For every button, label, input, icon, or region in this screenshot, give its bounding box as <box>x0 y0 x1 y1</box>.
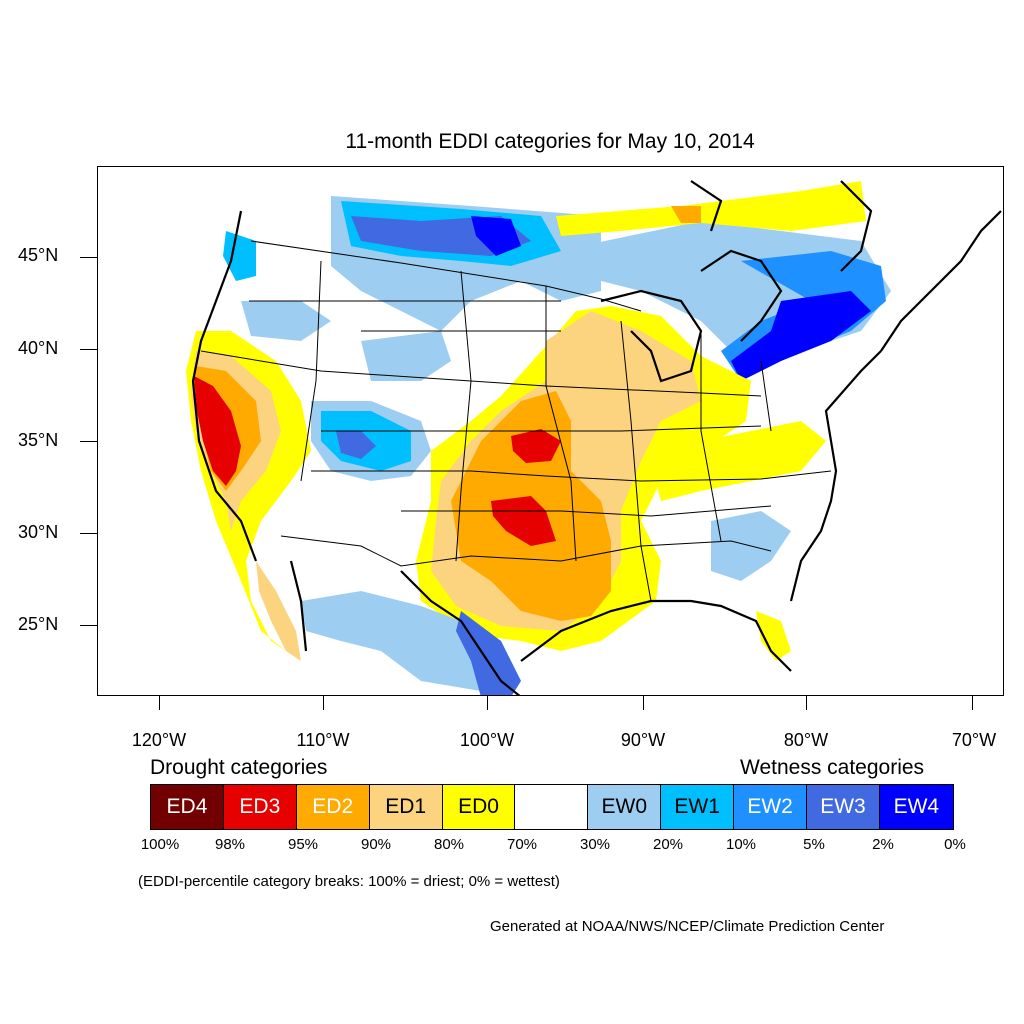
percentile-label: 0% <box>944 836 966 853</box>
percentile-label: 30% <box>579 836 611 853</box>
percentile-label: 80% <box>433 836 465 853</box>
percentile-label: 100% <box>140 836 180 853</box>
dry-region-canada-north <box>556 181 866 236</box>
y-tick-30n <box>80 533 97 534</box>
legend-box-ew4: EW4 <box>879 785 953 829</box>
x-tick-label-80w: 80°W <box>783 730 829 750</box>
wet-region-northeast-ew4 <box>731 291 871 381</box>
percentile-label: 20% <box>652 836 684 853</box>
wet-region-colorado-ew0 <box>361 331 451 381</box>
map-canvas <box>186 180 1002 695</box>
dry-region-oklahoma-ed3 <box>491 496 556 546</box>
percentile-label: 10% <box>725 836 757 853</box>
wetness-categories-title: Wetness categories <box>740 756 925 779</box>
credit-line: Generated at NOAA/NWS/NCEP/Climate Predi… <box>490 918 885 935</box>
x-tick-label-120w: 120°W <box>131 730 187 750</box>
percentile-label: 98% <box>214 836 246 853</box>
percentile-label: 5% <box>803 836 825 853</box>
dry-region-carolina-ed0 <box>651 421 826 501</box>
x-tick-80w <box>806 696 807 710</box>
dry-region-canada-ed2 <box>671 206 701 223</box>
x-tick-90w <box>643 696 644 710</box>
legend-box-ew3: EW3 <box>807 785 880 829</box>
drought-categories-title: Drought categories <box>150 756 328 779</box>
wet-region-utah-ew3 <box>336 431 376 459</box>
x-tick-label-110w: 110°W <box>296 730 350 750</box>
y-tick-25n <box>80 625 97 626</box>
y-tick-label-40n: 40°N <box>18 338 59 358</box>
legend-box-ed3: ED3 <box>223 785 297 829</box>
percentile-label: 90% <box>360 836 392 853</box>
x-tick-label-100w: 100°W <box>459 730 515 750</box>
legend-box-normal <box>515 785 589 829</box>
legend-box-ew1: EW1 <box>661 785 735 829</box>
x-tick-70w <box>972 696 973 710</box>
y-tick-35n <box>80 441 97 442</box>
y-tick-45n <box>80 257 97 258</box>
y-tick-label-45n: 45°N <box>18 245 59 265</box>
legend-box-ed2: ED2 <box>296 785 370 829</box>
percentile-note: (EDDI-percentile category breaks: 100% =… <box>138 873 560 890</box>
state-borders <box>200 240 832 602</box>
category-legend: ED4 ED3 ED2 ED1 ED0 EW0 EW1 EW2 EW3 EW4 <box>150 784 954 830</box>
dry-region-baja-ed1 <box>256 561 301 661</box>
percentile-label: 2% <box>872 836 894 853</box>
legend-box-ed1: ED1 <box>369 785 443 829</box>
legend-box-ew0: EW0 <box>588 785 662 829</box>
x-tick-100w <box>487 696 488 710</box>
dry-region-westcoast-ed3 <box>194 376 241 486</box>
y-tick-label-25n: 25°N <box>18 614 59 634</box>
wet-region-wa-ew1 <box>223 231 256 281</box>
wet-region-canada-west-ew4 <box>471 216 521 256</box>
legend-box-ew2: EW2 <box>734 785 808 829</box>
y-tick-label-30n: 30°N <box>18 522 59 542</box>
coastlines <box>191 180 1002 695</box>
x-tick-120w <box>159 696 160 710</box>
map-title: 11-month EDDI categories for May 10, 201… <box>345 130 755 153</box>
percentile-label: 70% <box>506 836 538 853</box>
wet-region-southwest-ew0 <box>301 591 521 691</box>
wet-region-pacnw-ew0 <box>241 301 331 341</box>
dry-region-florida-ed0 <box>756 611 791 661</box>
legend-box-ed0: ED0 <box>442 785 516 829</box>
eddi-map <box>97 166 1004 696</box>
x-tick-label-90w: 90°W <box>620 730 666 750</box>
dry-region-kansas-ed3 <box>511 429 561 463</box>
wet-region-texas-ew3 <box>456 611 521 695</box>
x-tick-label-70w: 70°W <box>951 730 997 750</box>
x-tick-110w <box>323 696 324 710</box>
percentile-label: 95% <box>287 836 319 853</box>
y-tick-40n <box>80 349 97 350</box>
y-tick-label-35n: 35°N <box>18 430 59 450</box>
legend-box-ed4: ED4 <box>151 785 224 829</box>
